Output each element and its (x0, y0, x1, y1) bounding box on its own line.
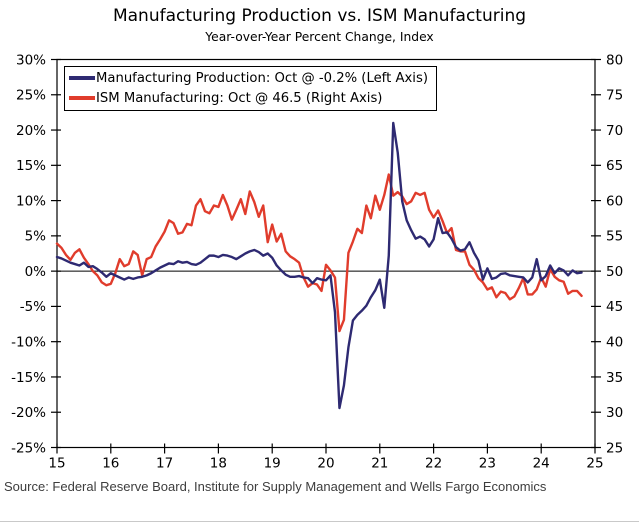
source-note: Source: Federal Reserve Board, Institute… (4, 479, 547, 494)
left-axis-tick-label: -10% (11, 334, 46, 350)
left-axis-tick-label: -20% (11, 405, 46, 421)
legend-item-label: Manufacturing Production: Oct @ -0.2% (L… (96, 70, 428, 86)
right-axis-tick-label: 80 (606, 52, 623, 68)
chart-subtitle: Year-over-Year Percent Change, Index (205, 30, 434, 44)
chart-title: Manufacturing Production vs. ISM Manufac… (112, 6, 527, 26)
legend-marker-line (69, 76, 95, 80)
left-axis-tick-label: 20% (16, 123, 46, 139)
left-axis-tick-label: -5% (20, 299, 46, 315)
right-axis-tick-label: 65 (606, 158, 623, 174)
right-axis-tick-label: 75 (606, 88, 623, 104)
right-axis-tick-label: 35 (606, 370, 623, 386)
left-axis-tick-label: 15% (16, 158, 46, 174)
right-axis-tick-label: 30 (606, 405, 623, 421)
x-axis-tick-label: 20 (317, 456, 334, 472)
x-axis-tick-label: 22 (425, 456, 442, 472)
series-line-ism-manufacturing (55, 173, 583, 333)
right-axis-tick-label: 70 (606, 123, 623, 139)
x-axis-tick-label: 18 (210, 456, 227, 472)
x-axis-tick-label: 24 (533, 456, 550, 472)
legend-item: ISM Manufacturing: Oct @ 46.5 (Right Axi… (69, 88, 428, 108)
legend-item-label: ISM Manufacturing: Oct @ 46.5 (Right Axi… (96, 90, 383, 106)
x-axis-tick-label: 21 (371, 456, 388, 472)
x-axis-tick-label: 16 (102, 456, 119, 472)
plot-frame (56, 58, 596, 449)
left-axis-tick-label: 30% (16, 52, 46, 68)
x-axis-tick-label: 23 (479, 456, 496, 472)
right-axis-tick-label: 45 (606, 299, 623, 315)
bottom-divider (0, 521, 639, 522)
legend-marker-line (69, 96, 95, 100)
left-axis-tick-label: 10% (16, 193, 46, 209)
right-axis-tick-label: 55 (606, 229, 623, 245)
left-axis-tick-label: 5% (25, 229, 47, 245)
left-axis-tick-label: 25% (16, 88, 46, 104)
right-axis-tick-label: 25 (606, 440, 623, 456)
left-axis-tick-label: 0% (25, 264, 47, 280)
x-axis-tick-label: 15 (48, 456, 65, 472)
x-axis-tick-label: 19 (264, 456, 281, 472)
right-axis-tick-label: 50 (606, 264, 623, 280)
x-axis-tick-label: 17 (156, 456, 173, 472)
left-axis-tick-label: -25% (11, 440, 46, 456)
right-axis-tick-label: 40 (606, 334, 623, 350)
right-axis-tick-label: 60 (606, 193, 623, 209)
left-axis-tick-label: -15% (11, 370, 46, 386)
x-axis-tick-label: 25 (586, 456, 603, 472)
series-line-manufacturing-production (55, 121, 583, 410)
legend: Manufacturing Production: Oct @ -0.2% (L… (64, 66, 437, 111)
legend-item: Manufacturing Production: Oct @ -0.2% (L… (69, 68, 428, 88)
